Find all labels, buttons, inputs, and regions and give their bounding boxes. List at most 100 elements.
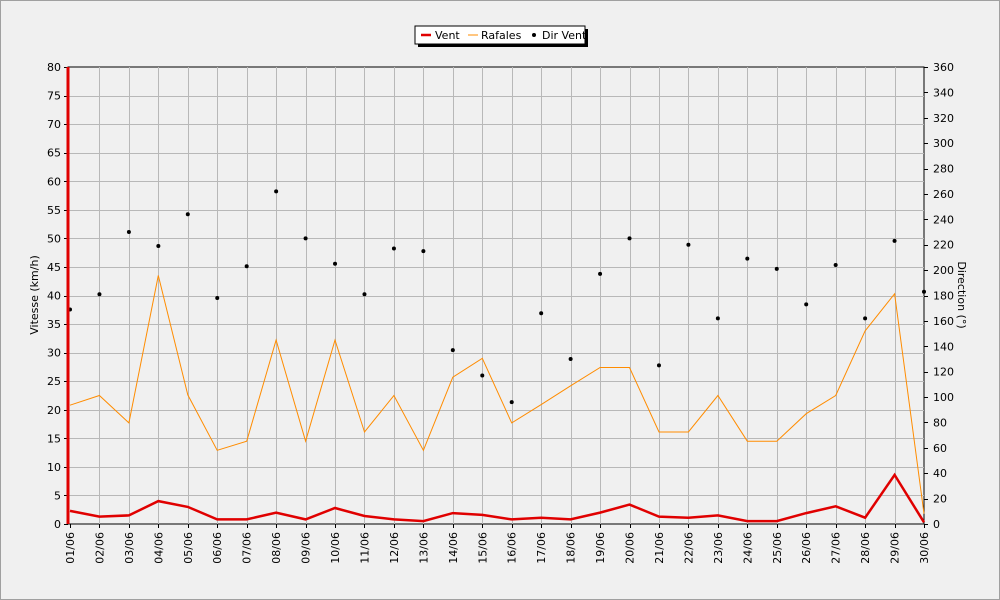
y-right-tick-label: 80 [933,416,947,429]
x-tick-label: 17/06 [535,532,548,564]
y-left-tick-label: 75 [47,90,61,103]
x-tick-label: 21/06 [653,532,666,564]
y-left-tick-label: 0 [54,518,61,531]
y-left-tick-label: 50 [47,232,61,245]
y-left-tick-label: 45 [47,261,61,274]
x-tick-label: 27/06 [830,532,843,564]
series-point-dir-vent [598,271,603,276]
legend: Vent Rafales Dir Vent [414,25,588,47]
y-right-tick-label: 220 [933,239,954,252]
y-right-tick-label: 280 [933,163,954,176]
series-point-dir-vent [656,363,661,368]
series-point-dir-vent [126,230,131,235]
y-axis-left-title: Vitesse (km/h) [28,255,41,335]
series-point-dir-vent [627,236,632,241]
series-point-dir-vent [303,236,308,241]
grid [68,67,924,524]
y-left-tick-label: 80 [47,61,61,74]
x-tick-label: 26/06 [800,532,813,564]
legend-swatch-dir-vent [532,33,536,37]
y-left-tick-label: 60 [47,175,61,188]
x-tick-label: 09/06 [300,532,313,564]
y-left-tick-label: 15 [47,432,61,445]
y-left-tick-label: 20 [47,404,61,417]
series-point-dir-vent [185,212,190,217]
series-point-dir-vent [274,189,279,194]
y-axis-right-title: Direction (°) [955,261,968,328]
x-tick-label: 30/06 [918,532,931,564]
series-point-dir-vent [774,266,779,271]
series-point-dir-vent [333,261,338,266]
x-tick-label: 20/06 [624,532,637,564]
series-line-vent [69,472,926,523]
x-tick-label: 11/06 [358,532,371,564]
y-right-tick-label: 360 [933,61,954,74]
x-tick-label: 16/06 [506,532,519,564]
series-point-dir-vent [892,238,897,243]
y-right-tick-label: 60 [933,442,947,455]
y-left-tick-label: 40 [47,290,61,303]
series-point-dir-vent [450,348,455,353]
y-right-tick-label: 180 [933,290,954,303]
x-tick-label: 05/06 [182,532,195,564]
series-point-dir-vent [539,311,544,316]
legend-label-dir-vent: Dir Vent [542,29,587,42]
y-right-tick-label: 20 [933,493,947,506]
x-tick-label: 08/06 [270,532,283,564]
x-tick-label: 19/06 [594,532,607,564]
series-point-dir-vent [715,316,720,321]
y-right-tick-label: 40 [933,467,947,480]
series-point-dir-vent [863,316,868,321]
y-left-tick-label: 65 [47,147,61,160]
series-point-dir-vent [480,373,485,378]
series-point-dir-vent [244,264,249,269]
y-right-tick-label: 160 [933,315,954,328]
x-tick-label: 13/06 [417,532,430,564]
legend-box [414,25,586,45]
axes: 0 5 10 15 20 25 30 35 40 45 50 55 60 65 70 75 80 01/06 02/… [47,61,954,564]
series-point-dir-vent [833,263,838,268]
y-left-tick-label: 25 [47,375,61,388]
x-tick-label: 10/06 [329,532,342,564]
series-point-dir-vent [686,242,691,247]
series-point-dir-vent [97,292,102,297]
x-tick-label: 04/06 [152,532,165,564]
series-point-dir-vent [922,289,926,294]
y-right-tick-label: 200 [933,264,954,277]
series-point-dir-vent [509,400,514,405]
y-right-tick-label: 100 [933,391,954,404]
x-tick-label: 01/06 [64,532,77,564]
x-tick-label: 18/06 [565,532,578,564]
y-right-tick-label: 0 [933,518,940,531]
x-tick-label: 28/06 [859,532,872,564]
x-tick-label: 02/06 [93,532,106,564]
x-tick-label: 15/06 [476,532,489,564]
x-tick-label: 23/06 [712,532,725,564]
plot-area-background [67,66,925,525]
y-left-tick-label: 55 [47,204,61,217]
x-tick-label: 03/06 [123,532,136,564]
series-point-dir-vent [391,246,396,251]
y-right-tick-label: 120 [933,366,954,379]
series-point-dir-vent [745,256,750,261]
series-point-dir-vent [421,249,426,254]
x-tick-label: 24/06 [741,532,754,564]
series-point-dir-vent [568,356,573,361]
y-right-tick-label: 300 [933,137,954,150]
y-left-tick-label: 70 [47,118,61,131]
x-tick-label: 22/06 [682,532,695,564]
y-right-tick-label: 340 [933,86,954,99]
series-point-dir-vent [156,243,161,248]
x-tick-label: 14/06 [447,532,460,564]
x-tick-label: 25/06 [771,532,784,564]
y-right-tick-label: 260 [933,188,954,201]
y-left-tick-label: 35 [47,318,61,331]
series-point-dir-vent [362,292,367,297]
series-point-dir-vent [804,302,809,307]
legend-label-vent: Vent [435,29,460,42]
series-point-dir-vent [215,296,220,301]
x-tick-label: 07/06 [241,532,254,564]
x-tick-label: 06/06 [211,532,224,564]
legend-label-rafales: Rafales [481,29,522,42]
